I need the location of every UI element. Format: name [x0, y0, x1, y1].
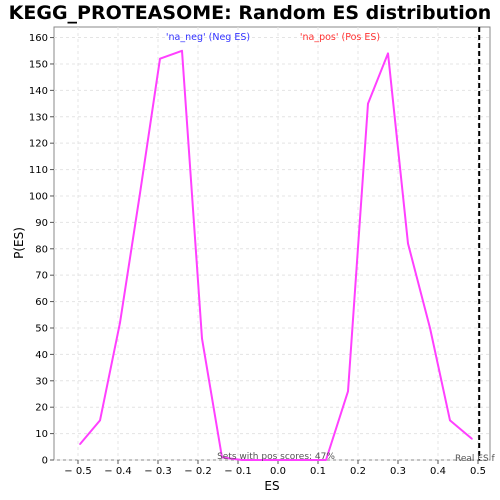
x-tick-label: − 0.4 [104, 466, 131, 477]
y-tick-label: 70 [35, 271, 48, 282]
x-tick-label: − 0.2 [184, 466, 211, 477]
series-group [79, 49, 473, 461]
y-tick-label: 150 [29, 59, 48, 70]
real-es-annotation: Real ES f [455, 454, 496, 464]
chart-title: KEGG_PROTEASOME: Random ES distribution [9, 2, 492, 24]
x-tick-label: 0.4 [430, 466, 446, 477]
y-tick-label: 160 [29, 33, 48, 44]
x-tick-label: 0.2 [350, 466, 366, 477]
series-point [281, 459, 283, 461]
y-tick-label: 0 [42, 456, 48, 467]
series-point [261, 459, 263, 461]
series-point [181, 49, 183, 52]
x-axis-ticks: − 0.5 − 0.4 − 0.3 − 0.2 − 0.1 0.0 0.1 0.2 0.3 0.4… [64, 460, 486, 477]
y-tick-label: 80 [35, 244, 48, 255]
series-point [471, 438, 473, 440]
x-tick-label: − 0.1 [224, 466, 251, 477]
series-point [79, 443, 81, 445]
y-axis-ticks: 0 10 20 30 40 50 60 70 80 90 100 110 120 130 140 150 160 [29, 33, 54, 467]
neg-es-label: 'na_neg' (Neg ES) [166, 32, 250, 43]
grid-lines [54, 27, 490, 461]
series-point [367, 102, 369, 105]
y-tick-label: 40 [35, 350, 48, 361]
series-point [301, 459, 303, 461]
y-tick-label: 100 [29, 191, 48, 202]
y-tick-label: 120 [29, 139, 48, 150]
series-point [99, 419, 101, 422]
y-tick-label: 20 [35, 403, 48, 414]
series-point [347, 390, 349, 393]
series-point [201, 337, 203, 340]
plot-background [54, 27, 490, 460]
x-tick-label: 0.3 [390, 466, 406, 477]
y-tick-label: 110 [29, 165, 48, 176]
series-point [449, 419, 451, 422]
y-tick-label: 30 [35, 376, 48, 387]
series-point [119, 321, 121, 324]
y-tick-label: 140 [29, 86, 48, 97]
series-point [139, 192, 141, 195]
y-axis-label: P(ES) [12, 227, 26, 259]
plot-area [53, 26, 491, 461]
x-axis-label: ES [264, 479, 279, 493]
y-tick-label: 10 [35, 429, 48, 440]
pos-es-label: 'na_pos' (Pos ES) [300, 32, 380, 43]
y-tick-label: 60 [35, 297, 48, 308]
pos-scores-annotation: Sets with pos scores: 47% [217, 452, 335, 462]
x-tick-label: 0.5 [470, 466, 486, 477]
series-point [429, 327, 431, 329]
x-tick-label: − 0.3 [144, 466, 171, 477]
series-point [387, 52, 389, 55]
series-point [325, 459, 327, 461]
series-point [241, 459, 243, 461]
series-point [159, 57, 161, 60]
x-tick-label: 0.1 [310, 466, 326, 477]
y-tick-label: 130 [29, 112, 48, 123]
random-es-series-line [79, 49, 473, 461]
series-point [407, 242, 409, 245]
y-tick-label: 90 [35, 218, 48, 229]
series-point [221, 456, 223, 459]
x-tick-label: − 0.5 [64, 466, 91, 477]
y-tick-label: 50 [35, 323, 48, 334]
x-tick-label: 0.0 [270, 466, 286, 477]
